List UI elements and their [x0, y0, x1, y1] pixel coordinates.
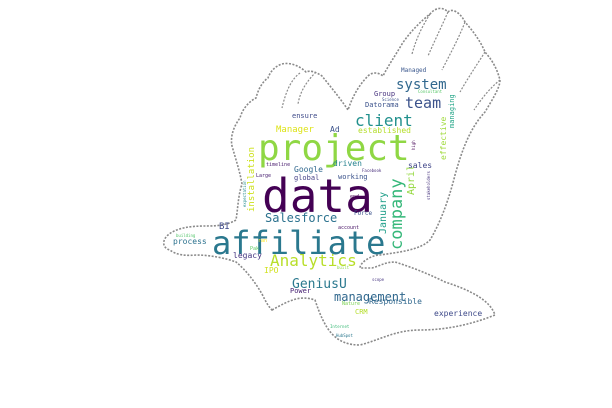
cloud-word-large: Large: [256, 173, 271, 179]
cloud-word-high: high: [411, 140, 416, 150]
cloud-word-facebook: Facebook: [362, 168, 382, 173]
cloud-word-responsible: Responsible: [369, 297, 422, 306]
cloud-word-google: Google: [294, 165, 323, 174]
cloud-word-scope: scope: [372, 277, 385, 282]
cloud-word-hubspot: HubSpot: [336, 333, 353, 338]
cloud-word-process: process: [173, 237, 207, 246]
cloud-word-account: account: [338, 225, 359, 231]
cloud-word-nature: Nature: [342, 301, 360, 307]
wing-feather-outline: [281, 11, 501, 111]
cloud-word-analytics: Analytics: [270, 251, 357, 270]
cloud-word-working: working: [338, 173, 368, 181]
cloud-word-geniusu: GeniusU: [292, 277, 347, 292]
cloud-word-crm: CRM: [355, 308, 368, 316]
cloud-word-ensure: ensure: [292, 112, 317, 120]
cloud-word-installation: installation: [247, 147, 257, 212]
cloud-word-built: built: [337, 265, 350, 270]
cloud-word-expectation: expectation: [242, 180, 247, 207]
cloud-word-january: January: [378, 192, 389, 234]
cloud-word-experience: experience: [434, 309, 482, 318]
cloud-word-managed: Managed: [401, 67, 427, 74]
cloud-word-ad: Ad: [330, 125, 340, 134]
cloud-word-building: building: [176, 233, 196, 238]
eagle-silhouette: [162, 7, 501, 346]
cloud-word-april: April: [406, 165, 417, 195]
cloud-word-driven: driven: [333, 159, 362, 168]
cloud-word-power: Power: [290, 287, 311, 295]
cloud-word-timeline: timeline: [266, 162, 290, 168]
cloud-word-system: system: [396, 77, 447, 93]
cloud-word-bi: BI: [219, 222, 230, 232]
cloud-word-stakeholders: stakeholders: [426, 171, 431, 200]
cloud-word-project: project: [258, 128, 410, 169]
cloud-word-data: data: [262, 169, 373, 223]
cloud-word-ran: ran: [258, 238, 267, 244]
cloud-word-global: global: [294, 174, 319, 182]
cloud-word-managing: managing: [448, 94, 456, 128]
cloud-word-consultant: Consultant: [418, 89, 443, 94]
cloud-word-salesforce: Salesforce: [265, 211, 337, 225]
cloud-word-management: management: [334, 290, 406, 304]
cloud-word-force: Force: [354, 210, 372, 217]
cloud-word-effective: effective: [439, 116, 448, 160]
cloud-word-manager: Manager: [276, 125, 315, 135]
cloud-word-affiliate: affiliate: [212, 224, 385, 262]
cloud-word-group: Group: [374, 90, 395, 98]
cloud-word-company: company: [387, 178, 407, 250]
cloud-word-team: team: [405, 94, 441, 112]
cloud-word-end: end: [350, 194, 359, 200]
cloud-word-pak: Pak: [250, 246, 259, 252]
cloud-word-science: Science: [382, 97, 399, 102]
cloud-word-legacy: legacy: [233, 251, 262, 260]
eagle-outline-shape: [162, 7, 501, 346]
cloud-word-internet: Internet: [330, 324, 350, 329]
cloud-word-sales: sales: [408, 161, 432, 170]
cloud-word-datorama: Datorama: [365, 101, 399, 109]
cloud-word-ipo: IPO: [264, 266, 279, 275]
cloud-word-client: client: [355, 111, 413, 130]
cloud-word-established: established: [358, 126, 411, 135]
